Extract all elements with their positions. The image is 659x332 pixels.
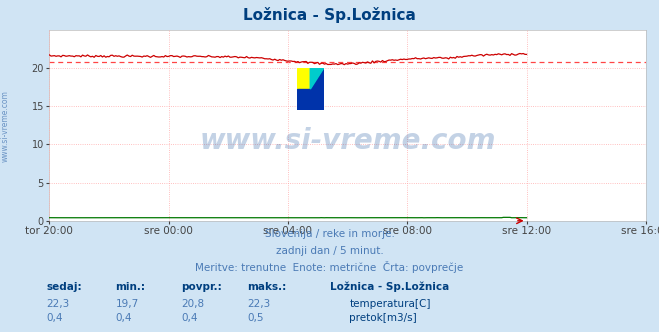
- Text: Ložnica - Sp.Ložnica: Ložnica - Sp.Ložnica: [330, 282, 449, 292]
- Bar: [297, 68, 310, 89]
- Text: maks.:: maks.:: [247, 282, 287, 292]
- Text: www.si-vreme.com: www.si-vreme.com: [1, 90, 10, 162]
- Polygon shape: [310, 68, 324, 89]
- Bar: [297, 89, 324, 110]
- Text: zadnji dan / 5 minut.: zadnji dan / 5 minut.: [275, 246, 384, 256]
- Text: min.:: min.:: [115, 282, 146, 292]
- Text: pretok[m3/s]: pretok[m3/s]: [349, 313, 417, 323]
- Text: 22,3: 22,3: [247, 299, 270, 309]
- Text: 20,8: 20,8: [181, 299, 204, 309]
- Text: 22,3: 22,3: [46, 299, 69, 309]
- Text: 0,4: 0,4: [181, 313, 198, 323]
- Polygon shape: [310, 68, 324, 89]
- Text: Meritve: trenutne  Enote: metrične  Črta: povprečje: Meritve: trenutne Enote: metrične Črta: …: [195, 261, 464, 273]
- Text: Ložnica - Sp.Ložnica: Ložnica - Sp.Ložnica: [243, 7, 416, 23]
- Text: temperatura[C]: temperatura[C]: [349, 299, 431, 309]
- Text: Slovenija / reke in morje.: Slovenija / reke in morje.: [264, 229, 395, 239]
- Text: 0,5: 0,5: [247, 313, 264, 323]
- Text: povpr.:: povpr.:: [181, 282, 222, 292]
- Text: 19,7: 19,7: [115, 299, 138, 309]
- Text: 0,4: 0,4: [46, 313, 63, 323]
- Text: www.si-vreme.com: www.si-vreme.com: [200, 126, 496, 155]
- Text: sedaj:: sedaj:: [46, 282, 82, 292]
- Bar: [310, 68, 324, 89]
- Text: 0,4: 0,4: [115, 313, 132, 323]
